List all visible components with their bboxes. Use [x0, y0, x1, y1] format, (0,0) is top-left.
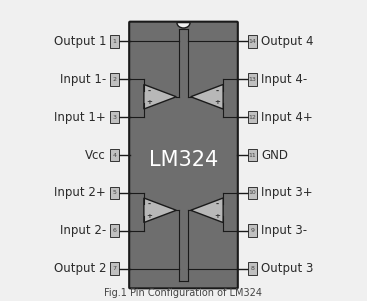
- Text: Input 3-: Input 3-: [261, 224, 307, 237]
- Bar: [110, 35, 119, 48]
- Text: 11: 11: [248, 153, 257, 157]
- Text: -: -: [216, 86, 219, 95]
- Text: 14: 14: [248, 39, 257, 44]
- Text: Output 3: Output 3: [261, 262, 313, 275]
- Text: 3: 3: [113, 115, 116, 120]
- Text: Fig.1 Pin Configuration of LM324: Fig.1 Pin Configuration of LM324: [105, 288, 262, 298]
- Text: Output 2: Output 2: [54, 262, 106, 275]
- Text: GND: GND: [261, 148, 288, 162]
- Bar: [110, 111, 119, 123]
- Bar: [248, 73, 257, 86]
- Bar: [110, 187, 119, 199]
- Text: Input 4-: Input 4-: [261, 73, 307, 86]
- Polygon shape: [191, 198, 223, 222]
- Text: Input 2-: Input 2-: [60, 224, 106, 237]
- Bar: [248, 224, 257, 237]
- Bar: [248, 149, 257, 161]
- Text: -: -: [216, 200, 219, 209]
- Bar: [110, 73, 119, 86]
- Text: 12: 12: [248, 115, 257, 120]
- Text: +: +: [214, 213, 220, 219]
- Bar: [110, 149, 119, 161]
- Text: 13: 13: [248, 77, 257, 82]
- Bar: [248, 187, 257, 199]
- Text: -: -: [148, 200, 151, 209]
- Text: 5: 5: [113, 190, 116, 195]
- Text: Input 3+: Input 3+: [261, 186, 313, 199]
- Text: 2: 2: [113, 77, 116, 82]
- Bar: [248, 35, 257, 48]
- Text: 4: 4: [113, 153, 116, 157]
- Text: 10: 10: [248, 190, 257, 195]
- Text: 6: 6: [113, 228, 116, 233]
- Text: 1: 1: [113, 39, 116, 44]
- Bar: [248, 262, 257, 275]
- Text: 7: 7: [113, 266, 116, 271]
- Polygon shape: [144, 198, 176, 222]
- Text: LM324: LM324: [149, 150, 218, 170]
- Bar: [110, 224, 119, 237]
- Text: Output 1: Output 1: [54, 35, 106, 48]
- Text: 9: 9: [251, 228, 254, 233]
- Polygon shape: [191, 85, 223, 109]
- Text: Input 1-: Input 1-: [60, 73, 106, 86]
- Bar: [248, 111, 257, 123]
- Text: +: +: [214, 100, 220, 105]
- Bar: [110, 262, 119, 275]
- Text: Output 4: Output 4: [261, 35, 313, 48]
- Text: -: -: [148, 86, 151, 95]
- Text: +: +: [147, 100, 153, 105]
- Wedge shape: [177, 23, 190, 28]
- Polygon shape: [144, 85, 176, 109]
- Text: 8: 8: [251, 266, 254, 271]
- Text: +: +: [147, 213, 153, 219]
- Text: Input 2+: Input 2+: [54, 186, 106, 199]
- Text: Vcc: Vcc: [85, 148, 106, 162]
- FancyBboxPatch shape: [129, 22, 238, 288]
- Text: Input 1+: Input 1+: [54, 111, 106, 124]
- Text: Input 4+: Input 4+: [261, 111, 313, 124]
